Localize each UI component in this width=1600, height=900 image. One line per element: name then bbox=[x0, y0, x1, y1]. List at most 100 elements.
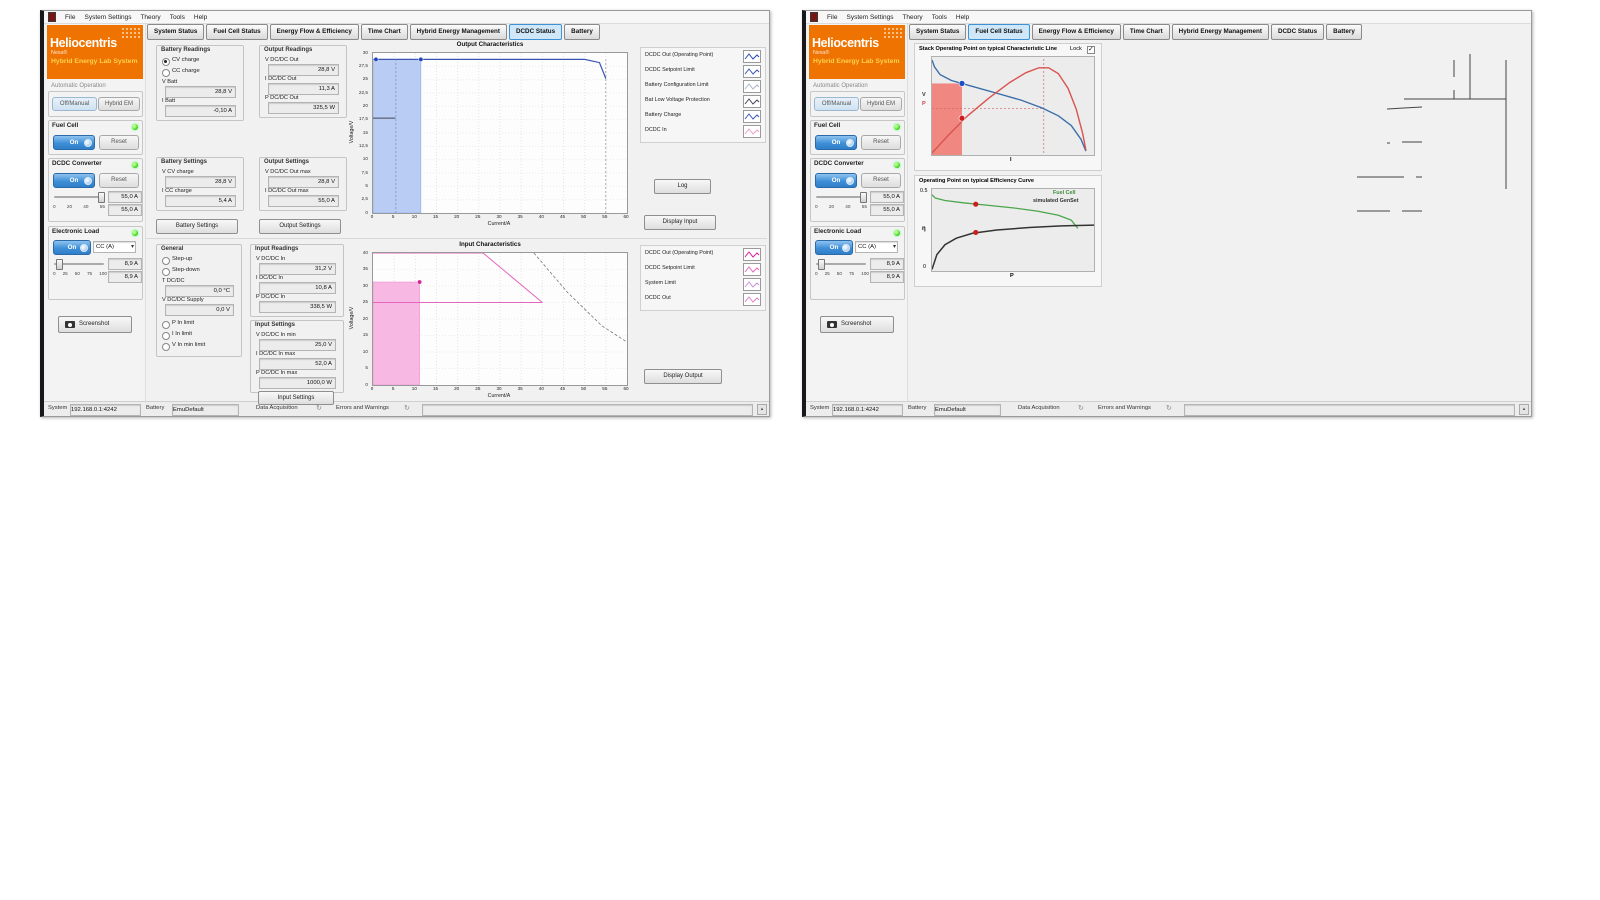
i-cc-charge-value[interactable]: 5,4 A bbox=[165, 195, 236, 207]
legend-plot-icon[interactable] bbox=[743, 248, 761, 261]
reset-button[interactable]: Reset bbox=[99, 173, 139, 188]
slider-tick-label: 0 bbox=[53, 271, 56, 276]
tab-battery[interactable]: Battery bbox=[1326, 24, 1362, 40]
i-dc-dc-out-max-value[interactable]: 55,0 A bbox=[268, 195, 339, 207]
v-dc-dc-out-max-value[interactable]: 28,8 V bbox=[268, 176, 339, 188]
tab-time-chart[interactable]: Time Chart bbox=[1122, 24, 1170, 40]
legend-plot-icon[interactable] bbox=[743, 95, 761, 108]
screenshot-button[interactable]: Screenshot bbox=[58, 316, 132, 333]
output-settings-button[interactable]: Output Settings bbox=[259, 219, 341, 234]
eload-slider-thumb[interactable] bbox=[56, 259, 63, 270]
menu-help[interactable]: Help bbox=[955, 13, 970, 21]
tab-energy-flow-efficiency[interactable]: Energy Flow & Efficiency bbox=[269, 24, 359, 40]
menu-file[interactable]: File bbox=[827, 13, 838, 21]
scroll-arrow-icon[interactable]: ▴ bbox=[757, 404, 767, 415]
i-dc-dc-in-max-value[interactable]: 52,0 A bbox=[259, 358, 336, 370]
legend-plot-icon[interactable] bbox=[743, 110, 761, 123]
menu-theory[interactable]: Theory bbox=[902, 13, 923, 21]
tab-fuel-cell-status[interactable]: Fuel Cell Status bbox=[968, 24, 1030, 40]
legend-plot-icon[interactable] bbox=[743, 278, 761, 291]
tab-hybrid-energy-management[interactable]: Hybrid Energy Management bbox=[409, 24, 507, 40]
menu-help[interactable]: Help bbox=[193, 13, 208, 21]
v-cv-charge-value[interactable]: 28,8 V bbox=[165, 176, 236, 188]
battery-settings-button[interactable]: Battery Settings bbox=[156, 219, 238, 234]
input-settings-button[interactable]: Input Settings bbox=[258, 391, 334, 405]
dcdc-slider-thumb[interactable] bbox=[860, 192, 867, 203]
message-field[interactable] bbox=[422, 404, 753, 416]
tab-system-status[interactable]: System Status bbox=[147, 24, 205, 40]
dcdc-current-slider[interactable] bbox=[816, 196, 866, 198]
lock-checkbox[interactable] bbox=[1087, 45, 1095, 54]
p-dc-dc-in-max-value[interactable]: 1000,0 W bbox=[259, 377, 336, 389]
on-button[interactable]: On bbox=[815, 135, 857, 150]
on-button[interactable]: On bbox=[53, 173, 95, 188]
legend-plot-icon[interactable] bbox=[743, 293, 761, 306]
legend-plot-icon[interactable] bbox=[743, 80, 761, 93]
eload-mode-select[interactable]: CC (A) ▾ bbox=[855, 241, 898, 253]
on-button[interactable]: On bbox=[53, 135, 95, 150]
menu-file[interactable]: File bbox=[65, 13, 76, 21]
tab-fuel-cell-status[interactable]: Fuel Cell Status bbox=[206, 24, 268, 40]
eload-current-value[interactable]: 8,9 A bbox=[870, 258, 904, 270]
off-manual-button[interactable]: Off/Manual bbox=[814, 97, 859, 111]
menu-tools[interactable]: Tools bbox=[169, 13, 185, 21]
dcdc-current-field[interactable]: 55,0 A bbox=[108, 204, 142, 216]
legend-plot-icon[interactable] bbox=[743, 125, 761, 138]
dcdc-current-value[interactable]: 55,0 A bbox=[108, 191, 142, 203]
step-up-radio[interactable] bbox=[162, 257, 170, 265]
dcdc-current-slider[interactable] bbox=[54, 196, 104, 198]
on-button[interactable]: On bbox=[815, 173, 857, 188]
output-characteristics-chart-plot bbox=[372, 52, 628, 214]
output-characteristics-chart-xtick: 30 bbox=[496, 214, 502, 219]
v-in-min-limit-radio[interactable] bbox=[162, 343, 170, 351]
eload-mode-select[interactable]: CC (A) ▾ bbox=[93, 241, 136, 253]
tab-dcdc-status[interactable]: DCDC Status bbox=[1270, 24, 1325, 40]
cc-charge-radio[interactable] bbox=[162, 69, 170, 77]
legend-plot-icon[interactable] bbox=[743, 65, 761, 78]
eload-current-field[interactable]: 8,9 A bbox=[108, 271, 142, 283]
menu-system-settings[interactable]: System Settings bbox=[846, 13, 894, 21]
eload-slider-thumb[interactable] bbox=[818, 259, 825, 270]
v-dc-dc-in-min-value[interactable]: 25,0 V bbox=[259, 339, 336, 351]
cv-charge-radio[interactable] bbox=[162, 58, 170, 66]
eload-current-slider[interactable] bbox=[816, 263, 866, 265]
off-manual-button[interactable]: Off/Manual bbox=[52, 97, 97, 111]
on-button[interactable]: On bbox=[53, 240, 91, 255]
legend-plot-icon[interactable] bbox=[743, 50, 761, 63]
tab-energy-flow-efficiency[interactable]: Energy Flow & Efficiency bbox=[1031, 24, 1121, 40]
output-characteristics-chart-xtick: 40 bbox=[538, 214, 544, 219]
tab-dcdc-status[interactable]: DCDC Status bbox=[508, 24, 563, 40]
dcdc-current-field[interactable]: 55,0 A bbox=[870, 204, 904, 216]
p-in-limit-radio[interactable] bbox=[162, 321, 170, 329]
dcdc-slider-thumb[interactable] bbox=[98, 192, 105, 203]
tab-battery[interactable]: Battery bbox=[564, 24, 600, 40]
reset-button[interactable]: Reset bbox=[99, 135, 139, 150]
legend-plot-icon[interactable] bbox=[743, 263, 761, 276]
display-output-button[interactable]: Display Output bbox=[644, 369, 722, 384]
menu-system-settings[interactable]: System Settings bbox=[84, 13, 132, 21]
log-button[interactable]: Log bbox=[654, 179, 711, 194]
i-in-limit-radio[interactable] bbox=[162, 332, 170, 340]
tab-hybrid-energy-management[interactable]: Hybrid Energy Management bbox=[1171, 24, 1269, 40]
scroll-arrow-icon[interactable]: ▴ bbox=[1519, 404, 1529, 415]
battery-label: Battery bbox=[146, 405, 165, 411]
menu-tools[interactable]: Tools bbox=[931, 13, 947, 21]
step-down-radio[interactable] bbox=[162, 268, 170, 276]
menu-theory[interactable]: Theory bbox=[140, 13, 161, 21]
hybrid-em-button[interactable]: Hybrid EM bbox=[860, 97, 902, 111]
screenshot-button[interactable]: Screenshot bbox=[820, 316, 894, 333]
on-button[interactable]: On bbox=[815, 240, 853, 255]
eload-current-value[interactable]: 8,9 A bbox=[108, 258, 142, 270]
reset-button[interactable]: Reset bbox=[861, 173, 901, 188]
display-input-button[interactable]: Display Input bbox=[644, 215, 716, 230]
p-in-limit-label: P In limit bbox=[172, 320, 195, 326]
tab-time-chart[interactable]: Time Chart bbox=[360, 24, 408, 40]
eload-current-slider[interactable] bbox=[54, 263, 104, 265]
message-field[interactable] bbox=[1184, 404, 1515, 416]
eload-current-field[interactable]: 8,9 A bbox=[870, 271, 904, 283]
tab-system-status[interactable]: System Status bbox=[909, 24, 967, 40]
reset-button[interactable]: Reset bbox=[861, 135, 901, 150]
hybrid-em-button[interactable]: Hybrid EM bbox=[98, 97, 140, 111]
dcdc-current-value[interactable]: 55,0 A bbox=[870, 191, 904, 203]
